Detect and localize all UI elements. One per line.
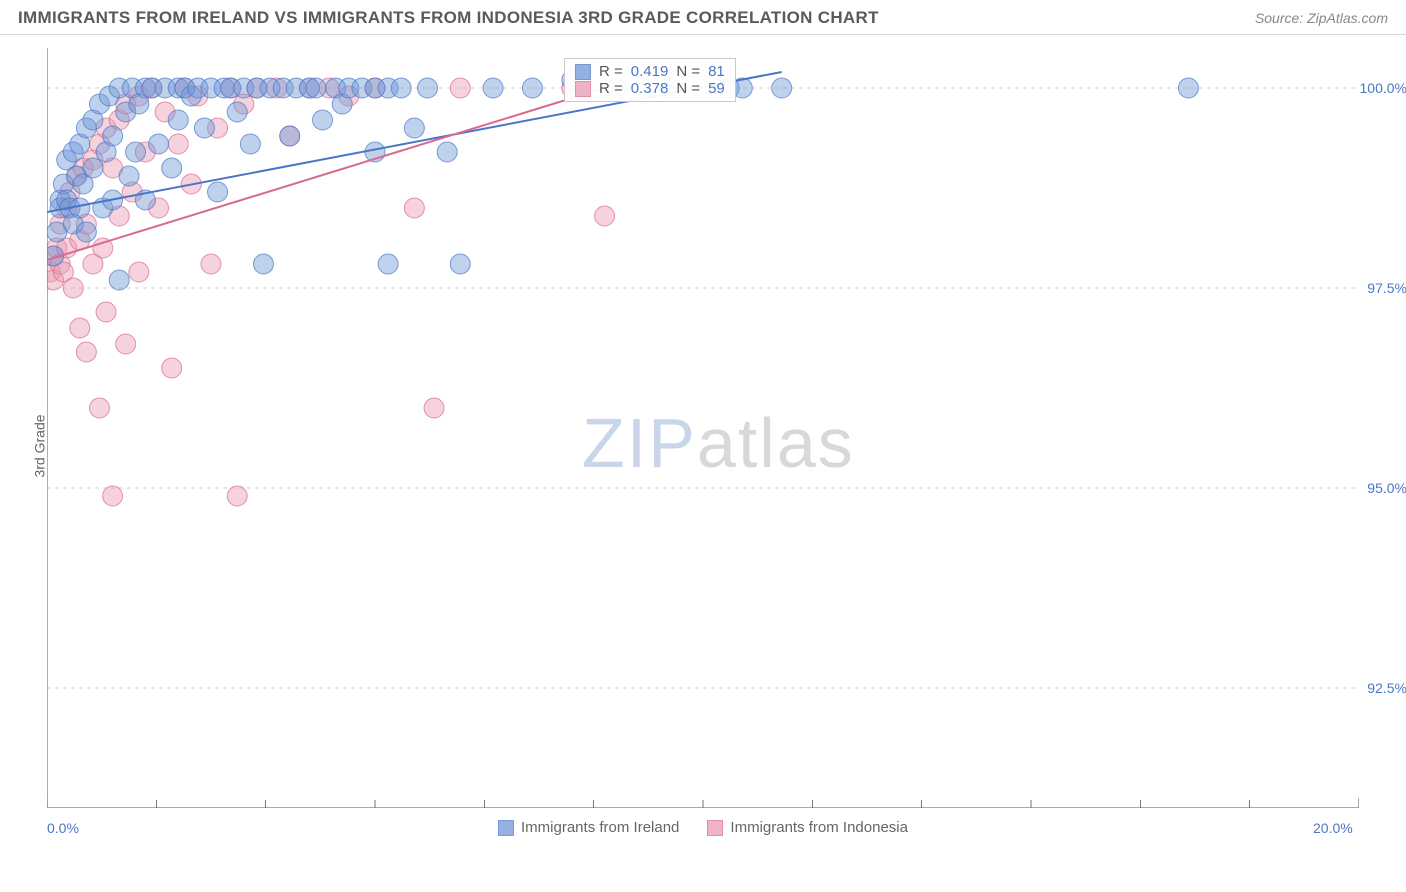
source-label: Source: ZipAtlas.com: [1255, 10, 1388, 26]
y-tick-label: 92.5%: [1367, 680, 1406, 696]
swatch-ireland: [575, 64, 591, 80]
chart-title: IMMIGRANTS FROM IRELAND VS IMMIGRANTS FR…: [18, 8, 879, 28]
scatter-plot: [47, 48, 1359, 808]
y-axis-label: 3rd Grade: [32, 414, 48, 477]
legend-label-ireland: Immigrants from Ireland: [521, 819, 679, 836]
chart-header: IMMIGRANTS FROM IRELAND VS IMMIGRANTS FR…: [0, 0, 1406, 35]
x-tick-label: 0.0%: [47, 820, 79, 836]
swatch-indonesia: [575, 81, 591, 97]
swatch-indonesia-icon: [707, 820, 723, 836]
chart-area: ZIPatlas R = 0.419 N = 81 R = 0.378 N = …: [47, 48, 1359, 808]
series-legend: Immigrants from Ireland Immigrants from …: [498, 819, 908, 836]
y-tick-label: 100.0%: [1360, 80, 1406, 96]
legend-item-ireland: Immigrants from Ireland: [498, 819, 679, 836]
y-tick-label: 95.0%: [1367, 480, 1406, 496]
y-tick-label: 97.5%: [1367, 280, 1406, 296]
legend-label-indonesia: Immigrants from Indonesia: [730, 819, 908, 836]
stats-legend: R = 0.419 N = 81 R = 0.378 N = 59: [564, 58, 736, 102]
stats-row-indonesia: R = 0.378 N = 59: [575, 80, 725, 97]
stats-row-ireland: R = 0.419 N = 81: [575, 63, 725, 80]
swatch-ireland-icon: [498, 820, 514, 836]
x-tick-label: 20.0%: [1313, 820, 1353, 836]
legend-item-indonesia: Immigrants from Indonesia: [707, 819, 908, 836]
